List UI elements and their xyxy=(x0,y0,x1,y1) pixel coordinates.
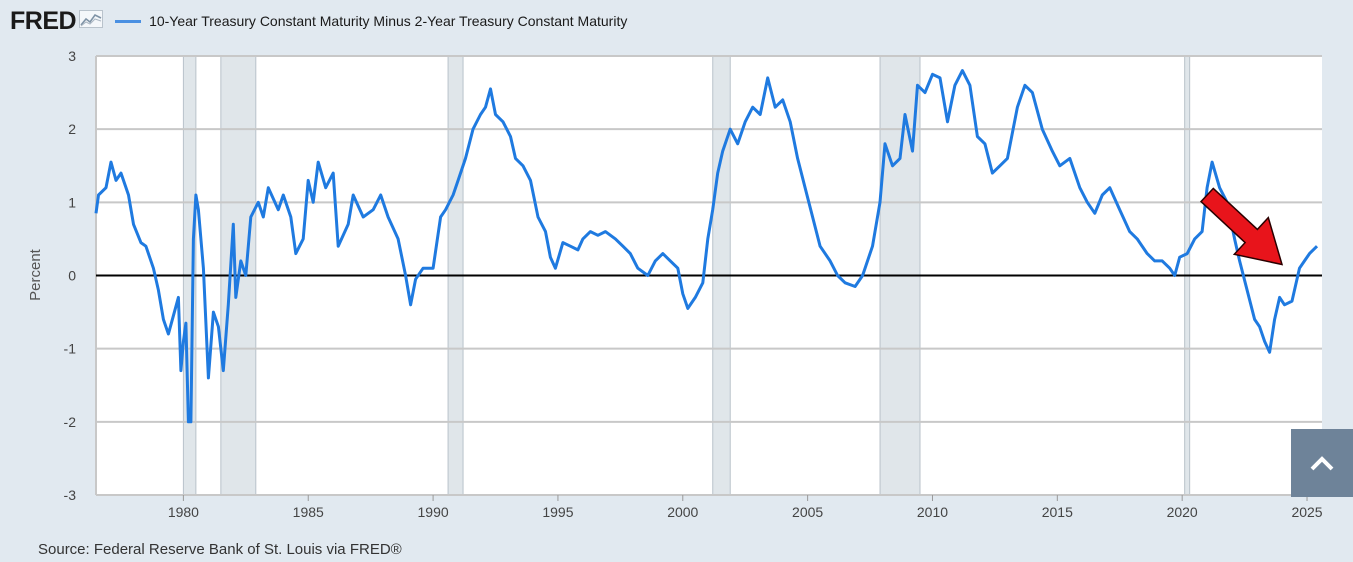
x-tick-label: 2025 xyxy=(1291,504,1322,520)
y-axis-title: Percent xyxy=(27,248,44,301)
chevron-up-icon xyxy=(1310,456,1334,471)
legend-swatch xyxy=(115,19,142,23)
legend-label[interactable]: 10-Year Treasury Constant Maturity Minus… xyxy=(149,13,628,29)
y-tick-label: -2 xyxy=(64,414,77,430)
red-arrow xyxy=(1199,187,1284,266)
x-tick-label: 2005 xyxy=(792,504,823,520)
y-tick-label: -1 xyxy=(64,341,77,357)
x-tick-label: 1980 xyxy=(168,504,199,520)
x-tick-label: 2015 xyxy=(1042,504,1073,520)
line-chart-icon xyxy=(79,9,104,33)
x-tick-label: 2000 xyxy=(667,504,698,520)
x-tick-label: 1985 xyxy=(293,504,324,520)
x-tick-label: 1995 xyxy=(542,504,573,520)
fred-logo[interactable]: FRED xyxy=(10,6,77,35)
source-caption: Source: Federal Reserve Bank of St. Loui… xyxy=(38,541,402,558)
series-line[interactable] xyxy=(94,69,1319,424)
x-tick-label: 1990 xyxy=(418,504,449,520)
scroll-to-top-button[interactable] xyxy=(1291,429,1353,497)
y-axis-ticks: -3 -2 -1 0 1 2 3 xyxy=(64,48,77,503)
y-tick-label: 0 xyxy=(68,268,76,284)
y-tick-label: 2 xyxy=(68,121,76,137)
x-axis-ticks: 1980 1985 1990 1995 2000 2005 2010 2015 2020 2025 xyxy=(168,495,1323,520)
y-tick-label: 1 xyxy=(68,194,76,210)
annotation-arrow xyxy=(1199,187,1284,266)
y-tick-label: 3 xyxy=(68,48,76,64)
x-tick-label: 2020 xyxy=(1167,504,1198,520)
y-tick-label: -3 xyxy=(64,487,77,503)
x-tick-label: 2010 xyxy=(917,504,948,520)
chart-header: FRED 10-Year Treasury Constant Maturity … xyxy=(10,6,627,36)
